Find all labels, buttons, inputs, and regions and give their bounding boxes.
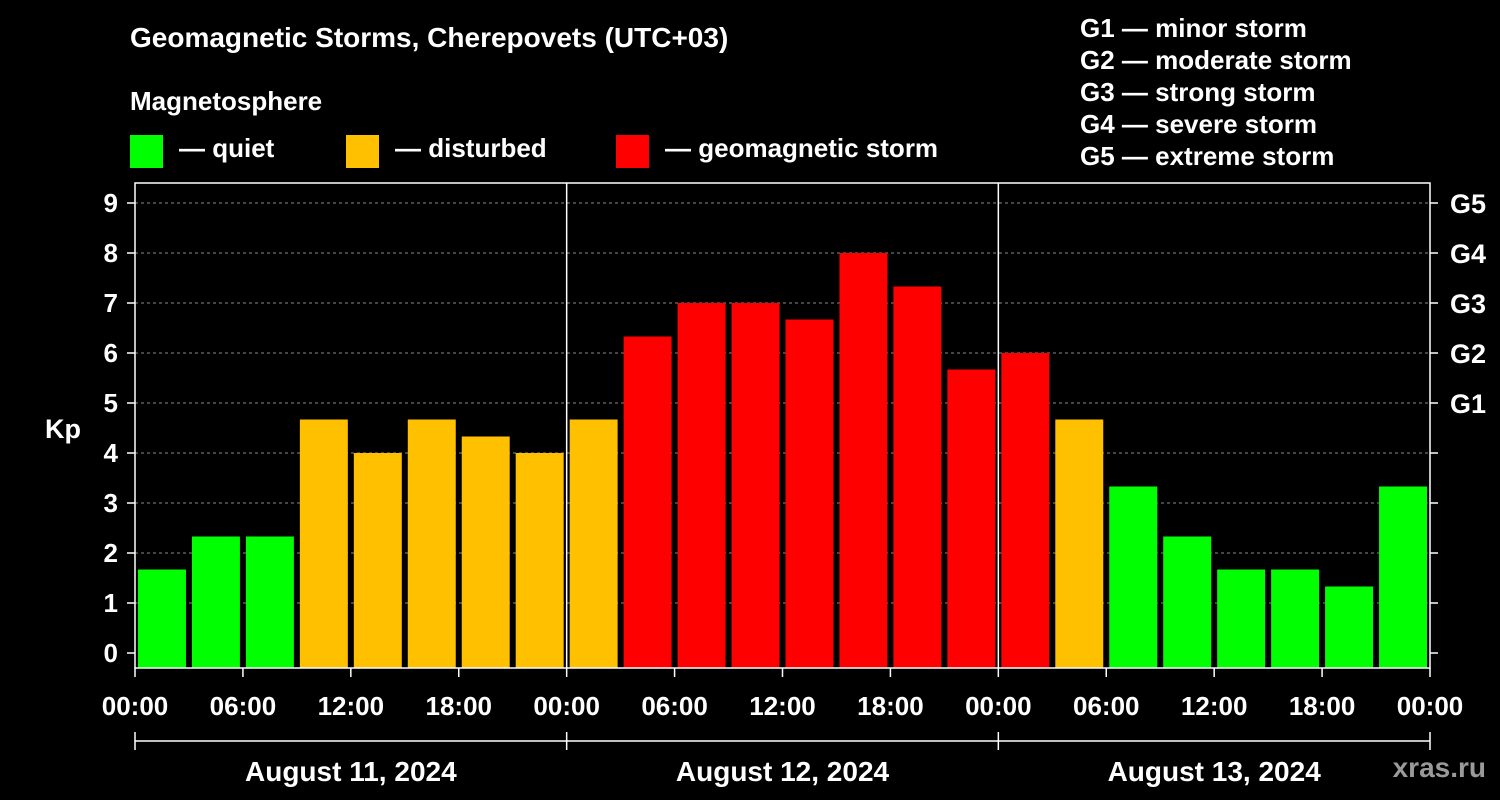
kp-bar xyxy=(245,536,294,668)
x-tick-label: 00:00 xyxy=(1397,691,1464,721)
legend-swatch-quiet xyxy=(130,134,163,168)
legend-item-storm: — geomagnetic storm xyxy=(616,132,939,168)
kp-bar xyxy=(839,253,888,668)
x-tick-label: 00:00 xyxy=(533,691,600,721)
x-tick-label: 12:00 xyxy=(1181,691,1248,721)
scale-item-g2: G2 — moderate storm xyxy=(1080,45,1352,75)
x-tick-label: 06:00 xyxy=(1073,691,1140,721)
y-tick-label: 8 xyxy=(104,238,118,268)
day-label: August 11, 2024 xyxy=(245,756,457,787)
legend-label-storm: — geomagnetic storm xyxy=(665,132,939,163)
kp-bar xyxy=(1163,536,1212,668)
scale-item-g5: G5 — extreme storm xyxy=(1080,141,1335,171)
x-tick-label: 12:00 xyxy=(318,691,385,721)
kp-bar xyxy=(299,419,348,668)
legend-item-quiet: — quiet xyxy=(130,132,275,168)
chart-title: Geomagnetic Storms, Cherepovets (UTC+03) xyxy=(130,22,729,53)
kp-bar xyxy=(138,569,186,668)
x-tick-label: 18:00 xyxy=(426,691,493,721)
legend-item-disturbed: — disturbed xyxy=(346,132,547,168)
g-scale-label: G5 xyxy=(1450,189,1486,219)
kp-bar xyxy=(731,303,780,668)
y-tick-label: 2 xyxy=(104,538,118,568)
x-tick-label: 18:00 xyxy=(1289,691,1356,721)
kp-bar xyxy=(677,303,726,668)
kp-bar xyxy=(515,453,564,668)
g-scale-label: G1 xyxy=(1450,389,1486,419)
kp-bar xyxy=(407,419,456,668)
y-tick-label: 1 xyxy=(104,588,118,618)
legend-label-disturbed: — disturbed xyxy=(395,132,547,163)
x-tick-label: 06:00 xyxy=(210,691,277,721)
kp-bar xyxy=(461,436,510,668)
kp-bar xyxy=(1271,569,1320,668)
x-tick-label: 18:00 xyxy=(857,691,924,721)
y-tick-label: 0 xyxy=(104,638,118,668)
x-tick-label: 12:00 xyxy=(749,691,816,721)
x-tick-label: 00:00 xyxy=(102,691,169,721)
kp-bar xyxy=(1109,486,1158,668)
y-tick-label: 4 xyxy=(104,438,119,468)
kp-bar xyxy=(1325,586,1374,668)
y-tick-label: 6 xyxy=(104,338,118,368)
kp-bar xyxy=(191,536,240,668)
kp-bar xyxy=(353,453,402,668)
y-tick-label: 3 xyxy=(104,488,118,518)
y-tick-label: 5 xyxy=(104,388,118,418)
y-tick-label: 9 xyxy=(104,188,118,218)
kp-bar xyxy=(623,336,672,668)
g-scale-label: G4 xyxy=(1450,239,1486,269)
legend-label-quiet: — quiet xyxy=(179,132,275,163)
y-axis-label: Kp xyxy=(45,414,81,444)
g-scale-label: G2 xyxy=(1450,339,1486,369)
scale-item-g1: G1 — minor storm xyxy=(1080,13,1307,43)
scale-item-g4: G4 — severe storm xyxy=(1080,109,1318,139)
day-label: August 12, 2024 xyxy=(676,756,890,787)
watermark: xras.ru xyxy=(1392,752,1486,783)
day-label: August 13, 2024 xyxy=(1108,756,1322,787)
x-tick-label: 06:00 xyxy=(641,691,708,721)
kp-bar xyxy=(1379,486,1427,668)
kp-bar xyxy=(947,369,996,668)
scale-item-g3: G3 — strong storm xyxy=(1080,77,1316,107)
g-scale-label: G3 xyxy=(1450,289,1486,319)
kp-bar xyxy=(893,286,942,668)
kp-bar xyxy=(1001,353,1050,668)
x-tick-label: 00:00 xyxy=(965,691,1032,721)
y-tick-label: 7 xyxy=(104,288,118,318)
kp-bar xyxy=(785,319,834,668)
magnetosphere-label: Magnetosphere xyxy=(130,86,323,116)
kp-bar xyxy=(1055,419,1104,668)
legend-swatch-disturbed xyxy=(346,134,379,168)
legend-swatch-storm xyxy=(616,134,649,168)
kp-bar xyxy=(1217,569,1266,668)
storm-scale-legend: G1 — minor storm G2 — moderate storm G3 … xyxy=(1080,12,1352,172)
kp-bar xyxy=(569,419,618,668)
